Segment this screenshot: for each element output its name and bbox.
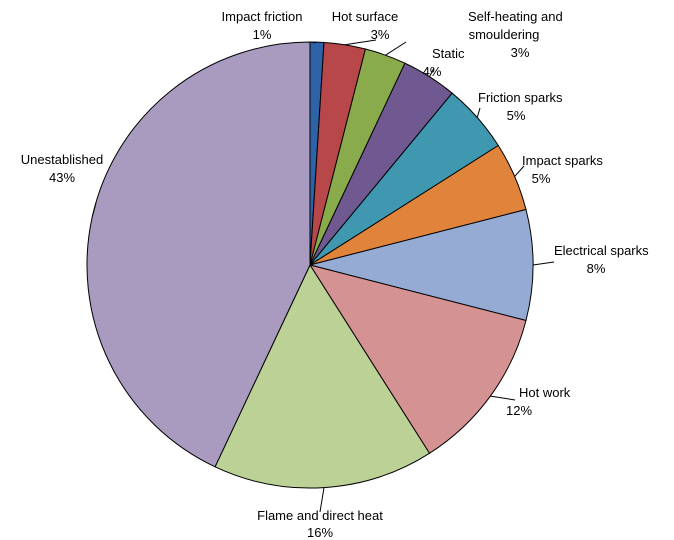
- slice-label: Friction sparks 5%: [478, 90, 563, 123]
- leader-line: [312, 41, 318, 44]
- slice-label: Electrical sparks 8%: [554, 243, 649, 276]
- slice-value-label: 5%: [532, 171, 551, 186]
- pie-slice-hot-work: [308, 264, 527, 454]
- slice-value-label: 8%: [587, 261, 606, 276]
- pie-slice-flame-and-direct-heat: [214, 263, 431, 489]
- slice-name-label: Friction sparks: [478, 90, 563, 105]
- slice-name-label: smouldering: [469, 27, 540, 42]
- slice-value-label: 3%: [371, 27, 390, 42]
- slice-value-label: 43%: [49, 170, 75, 185]
- leader-line: [490, 395, 516, 401]
- slice-value-label: 4%: [423, 64, 442, 79]
- pie-slice-unestablished: [86, 41, 311, 468]
- slice-name-label: Impact friction: [222, 9, 303, 24]
- leader-line: [429, 67, 435, 77]
- slice-label: Impact sparks 5%: [522, 153, 603, 186]
- leader-line: [319, 487, 325, 513]
- slice-value-label: 3%: [511, 45, 530, 60]
- slice-label: Impact friction 1%: [222, 9, 303, 42]
- slice-value-label: 1%: [253, 27, 272, 42]
- slice-label: Hot work 12%: [506, 385, 571, 418]
- slice-name-label: Hot work: [519, 385, 571, 400]
- pie-slice-electrical-sparks: [309, 208, 534, 322]
- slice-label: Static 4%: [423, 46, 465, 79]
- leader-line: [514, 165, 525, 177]
- slice-value-label: 16%: [307, 525, 333, 540]
- slice-label: Hot surface 3%: [332, 9, 398, 42]
- slice-label: Self-heating and smouldering 3%: [468, 9, 563, 60]
- slice-value-label: 5%: [507, 108, 526, 123]
- slice-name-label: Unestablished: [21, 152, 103, 167]
- slice-name-label: Hot surface: [332, 9, 398, 24]
- slice-value-label: 12%: [506, 403, 532, 418]
- slice-name-label: Electrical sparks: [554, 243, 649, 258]
- leader-line: [344, 39, 377, 46]
- slice-name-label: Static: [432, 46, 465, 61]
- leader-line: [476, 107, 481, 118]
- slice-name-label: Impact sparks: [522, 153, 603, 168]
- leader-line: [91, 202, 97, 217]
- slice-label: Unestablished 43%: [21, 152, 103, 185]
- slice-name-label: Flame and direct heat: [257, 508, 383, 523]
- slice-label: Flame and direct heat 16%: [257, 508, 383, 540]
- slice-name-label: Self-heating and: [468, 9, 563, 24]
- leader-line: [385, 41, 407, 56]
- leader-line: [532, 261, 555, 266]
